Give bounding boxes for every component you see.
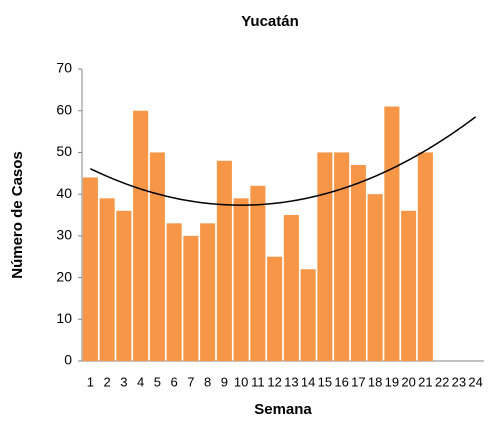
bar: [200, 223, 216, 361]
bar: [334, 152, 350, 361]
bar: [300, 269, 316, 361]
trendline: [90, 116, 477, 206]
chart-title: Yucatán: [241, 13, 299, 30]
bar: [350, 164, 366, 361]
x-tick-label: 20: [401, 374, 415, 389]
y-tick-label: 10: [56, 310, 72, 326]
x-axis-label: Semana: [254, 401, 312, 418]
x-tick-label: 21: [418, 374, 432, 389]
x-tick-label: 23: [452, 374, 466, 389]
y-tick-label: 30: [56, 227, 72, 243]
x-tick-label: 6: [171, 374, 178, 389]
bar: [401, 210, 417, 361]
y-tick-label: 40: [56, 185, 72, 201]
y-axis-label: Número de Casos: [9, 151, 26, 279]
bar: [233, 198, 249, 361]
x-tick-label: 18: [368, 374, 382, 389]
bar: [116, 210, 132, 361]
bar: [216, 160, 232, 361]
bar: [99, 198, 115, 361]
x-tick-label: 4: [137, 374, 144, 389]
x-tick-label: 12: [267, 374, 281, 389]
bar: [367, 194, 383, 361]
x-tick-label: 3: [120, 374, 127, 389]
bar: [133, 110, 149, 361]
x-tick-label: 8: [204, 374, 211, 389]
y-tick-label: 20: [56, 268, 72, 284]
bar: [283, 215, 299, 361]
bar: [384, 106, 400, 362]
x-tick-label: 16: [334, 374, 348, 389]
x-tick-label: 1: [87, 374, 94, 389]
x-tick-label: 9: [221, 374, 228, 389]
x-tick-label: 13: [284, 374, 298, 389]
x-tick-label: 5: [154, 374, 161, 389]
y-tick-label: 50: [56, 143, 72, 159]
bar: [149, 152, 165, 361]
bar: [417, 152, 433, 361]
y-tick-label: 70: [56, 60, 72, 76]
bar: [166, 223, 182, 361]
x-tick-label: 7: [187, 374, 194, 389]
x-tick-label: 19: [385, 374, 399, 389]
x-tick-label: 15: [318, 374, 332, 389]
x-tick-label: 2: [104, 374, 111, 389]
bar: [183, 235, 199, 361]
bar: [250, 185, 266, 361]
x-tick-label: 14: [301, 374, 315, 389]
bar: [317, 152, 333, 361]
x-tick-label: 22: [435, 374, 449, 389]
x-tick-label: 17: [351, 374, 365, 389]
y-tick-label: 0: [64, 352, 72, 368]
bar: [82, 177, 98, 361]
x-tick-label: 10: [234, 374, 248, 389]
bar: [267, 256, 283, 361]
y-tick-label: 60: [56, 101, 72, 117]
x-tick-label: 24: [468, 374, 482, 389]
x-tick-label: 11: [251, 374, 265, 389]
